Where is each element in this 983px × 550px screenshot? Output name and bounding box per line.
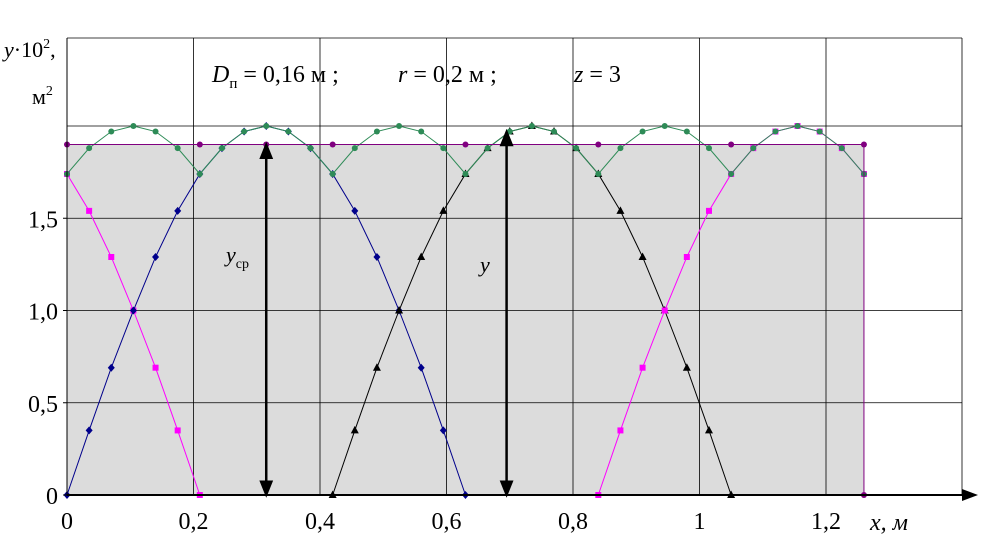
x-tick-label: 0,6 bbox=[432, 509, 462, 535]
param-d: Dп = 0,16 м ; bbox=[211, 62, 339, 92]
data-point bbox=[372, 363, 381, 371]
ycp-label: yср bbox=[224, 242, 249, 272]
data-point bbox=[307, 145, 314, 152]
data-point bbox=[351, 206, 359, 215]
data-point bbox=[661, 123, 668, 129]
series-layer bbox=[63, 121, 867, 499]
data-point bbox=[704, 425, 713, 434]
data-point bbox=[152, 252, 160, 261]
series-5 bbox=[64, 141, 867, 498]
data-point bbox=[329, 170, 336, 177]
data-point bbox=[772, 128, 779, 135]
data-point bbox=[196, 170, 203, 177]
data-point bbox=[396, 123, 403, 129]
data-point bbox=[263, 141, 270, 148]
data-point bbox=[617, 145, 624, 152]
data-point bbox=[595, 141, 602, 148]
data-point bbox=[439, 426, 447, 435]
data-point bbox=[152, 364, 159, 371]
data-point bbox=[683, 253, 690, 260]
data-point bbox=[218, 145, 225, 152]
data-point bbox=[728, 141, 735, 148]
x-axis-arrow bbox=[962, 489, 978, 501]
data-point bbox=[130, 123, 137, 129]
data-point bbox=[417, 252, 426, 260]
data-point bbox=[860, 141, 867, 148]
data-point bbox=[417, 363, 425, 372]
data-point bbox=[506, 128, 513, 135]
data-point bbox=[638, 252, 647, 260]
y-axis-unit: м2 bbox=[32, 84, 53, 109]
data-point bbox=[395, 306, 404, 314]
param-r: r = 0,2 м ; bbox=[398, 62, 497, 88]
data-point bbox=[838, 145, 845, 152]
data-point bbox=[661, 307, 668, 314]
data-point bbox=[705, 207, 712, 214]
data-point bbox=[107, 363, 115, 372]
data-point bbox=[440, 145, 447, 152]
data-point bbox=[174, 427, 181, 434]
data-point bbox=[484, 145, 491, 152]
param-z: z = 3 bbox=[573, 62, 621, 88]
x-tick-label: 1 bbox=[694, 509, 706, 535]
y-label: y bbox=[478, 252, 490, 277]
x-axis-label: x, м bbox=[869, 510, 908, 536]
data-point bbox=[174, 206, 182, 215]
data-point bbox=[439, 206, 448, 214]
data-point bbox=[241, 128, 248, 135]
data-point bbox=[551, 128, 558, 135]
data-point bbox=[108, 128, 115, 135]
data-point bbox=[462, 141, 469, 148]
data-point bbox=[86, 145, 93, 152]
data-point bbox=[86, 207, 93, 214]
data-point bbox=[174, 145, 181, 152]
x-tick-label: 0 bbox=[61, 509, 73, 535]
y-axis-label: y·102, bbox=[2, 37, 56, 62]
grid bbox=[67, 37, 963, 495]
data-point bbox=[108, 253, 115, 260]
data-point bbox=[816, 128, 823, 135]
data-point bbox=[373, 252, 381, 261]
data-point bbox=[350, 425, 359, 434]
data-point bbox=[285, 128, 292, 135]
data-point bbox=[573, 145, 580, 152]
data-point bbox=[750, 145, 757, 152]
data-point bbox=[152, 128, 159, 135]
data-point bbox=[329, 141, 336, 148]
data-point bbox=[616, 206, 625, 214]
shaded-area bbox=[67, 144, 864, 495]
y-tick-label: 0,5 bbox=[28, 392, 58, 418]
data-point bbox=[639, 128, 646, 135]
data-point bbox=[683, 128, 690, 135]
data-point bbox=[639, 364, 646, 371]
y-tick-label: 1,0 bbox=[28, 300, 58, 326]
x-tick-label: 0,2 bbox=[179, 509, 209, 535]
data-point bbox=[196, 141, 203, 148]
data-point bbox=[263, 123, 270, 129]
data-point bbox=[528, 123, 535, 129]
data-point bbox=[373, 128, 380, 135]
data-point bbox=[418, 128, 425, 135]
data-point bbox=[682, 363, 691, 371]
data-point bbox=[595, 170, 602, 177]
data-point bbox=[85, 426, 93, 435]
data-point bbox=[794, 123, 801, 129]
x-tick-label: 1,2 bbox=[811, 509, 841, 535]
tick-labels: 0 0,2 0,4 0,6 0,8 1 1,2 0 0,5 1,0 1,5 bbox=[28, 207, 841, 535]
x-tick-label: 0,4 bbox=[305, 509, 335, 535]
data-point bbox=[728, 170, 735, 177]
series-4 bbox=[64, 123, 867, 177]
y-tick-label: 0 bbox=[46, 484, 58, 510]
data-point bbox=[617, 427, 624, 434]
data-point bbox=[462, 170, 469, 177]
x-tick-label: 0,8 bbox=[558, 509, 588, 535]
data-point bbox=[705, 145, 712, 152]
data-point bbox=[351, 145, 358, 152]
data-point bbox=[129, 306, 137, 315]
y-tick-label: 1,5 bbox=[28, 207, 58, 233]
